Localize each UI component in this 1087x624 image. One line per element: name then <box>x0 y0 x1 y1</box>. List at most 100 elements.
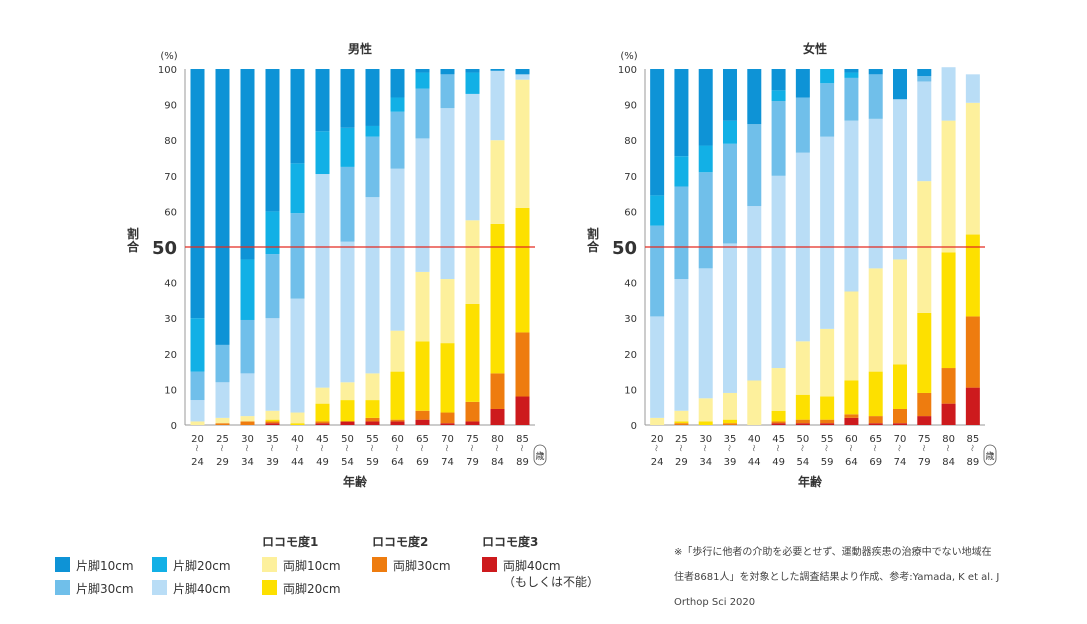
male-x-tick-end: 54 <box>341 457 354 468</box>
male-bar-segment <box>440 423 455 425</box>
female-bar-segment <box>674 423 689 425</box>
male-y-tick-70: 70 <box>164 172 177 183</box>
female-bar-segment <box>965 102 980 235</box>
female-x-tick-end: 69 <box>869 457 882 468</box>
female-bar-segment <box>844 417 859 425</box>
female-bar-segment <box>723 392 737 420</box>
male-x-tick-start: 30 <box>241 434 254 445</box>
female-bar-segment <box>747 380 762 425</box>
male-bar-segment <box>190 400 205 422</box>
male-bar-segment <box>465 93 480 221</box>
male-x-tick-start: 70 <box>441 434 454 445</box>
female-bar-segment <box>771 175 786 369</box>
male-bar-segment <box>190 318 205 372</box>
male-x-tick-end: 84 <box>491 457 504 468</box>
female-bar-segment <box>820 328 835 397</box>
female-bar-segment <box>723 419 737 424</box>
female-bar-segment <box>868 118 883 269</box>
female-y-label: 割合 <box>587 226 600 254</box>
female-x-tick-end: 89 <box>966 457 979 468</box>
male-x-tick-end: 69 <box>416 457 429 468</box>
female-x-tick-start: 45 <box>772 434 785 445</box>
female-bar-segment <box>893 408 907 424</box>
female-x-tick-tilde: 〜 <box>749 445 757 452</box>
female-bar-segment <box>917 76 932 82</box>
male-bar-segment <box>415 341 430 411</box>
female-x-tick-start: 85 <box>966 434 979 445</box>
female-bar-segment <box>723 143 737 244</box>
male-x-tick-end: 29 <box>216 457 229 468</box>
male-bar-segment <box>465 69 480 73</box>
male-bar-segment <box>515 79 530 208</box>
male-x-tick-end: 74 <box>441 457 454 468</box>
female-x-tick-tilde: 〜 <box>871 445 879 452</box>
female-x-tick-start: 40 <box>748 434 761 445</box>
male-bar-segment <box>290 423 305 425</box>
source-note-line-3: Orthop Sci 2020 <box>674 597 756 608</box>
female-y-tick-30: 30 <box>624 314 637 325</box>
female-bar-segment <box>771 101 786 176</box>
male-bar-segment <box>465 303 480 402</box>
female-y-tick-90: 90 <box>624 101 637 112</box>
female-x-tick-tilde: 〜 <box>822 445 830 452</box>
female-bar-segment <box>965 387 980 425</box>
male-x-tick-tilde: 〜 <box>343 445 351 452</box>
female-chart-title: 女性 <box>803 41 827 56</box>
female-x-tick-start: 20 <box>651 434 664 445</box>
male-x-tick-start: 20 <box>191 434 204 445</box>
male-bar-segment <box>290 298 305 413</box>
female-bar-segment <box>650 225 665 317</box>
female-bar-segment <box>674 421 689 424</box>
female-bar-segment <box>723 243 737 393</box>
female-bar-segment <box>917 416 932 425</box>
female-bar-segment <box>868 74 883 119</box>
female-bar-segment <box>674 410 689 422</box>
male-bar-segment <box>515 396 530 425</box>
female-bar-segment <box>941 368 956 404</box>
legend-label-two-leg-20: 両脚20cm <box>283 582 341 596</box>
female-x-tick-end: 39 <box>724 457 737 468</box>
legend-swatch-two-leg-10 <box>262 557 277 572</box>
male-bar-segment <box>365 125 380 137</box>
male-x-tick-start: 85 <box>516 434 529 445</box>
female-bar-segment <box>820 423 835 425</box>
male-x-tick-tilde: 〜 <box>493 445 501 452</box>
female-bar-80-84 <box>941 67 956 425</box>
female-bar-segment <box>917 81 932 182</box>
female-bar-segment <box>844 414 859 418</box>
female-bar-segment <box>844 69 859 73</box>
male-reference-label: 50 <box>152 238 177 259</box>
male-bar-segment <box>515 74 530 80</box>
female-x-tick-start: 60 <box>845 434 858 445</box>
female-bar-segment <box>893 423 907 425</box>
male-x-tick-start: 55 <box>366 434 379 445</box>
male-y-tick-0: 0 <box>171 421 177 432</box>
male-y-tick-60: 60 <box>164 207 177 218</box>
female-bar-segment <box>723 423 737 425</box>
female-bar-segment <box>844 380 859 415</box>
female-bar-25-29 <box>674 69 689 425</box>
male-bar-segment <box>390 421 405 425</box>
female-bar-segment <box>917 312 932 393</box>
male-bar-segment <box>490 373 505 409</box>
male-bar-segment <box>315 131 330 175</box>
male-x-tick-tilde: 〜 <box>293 445 301 452</box>
male-bar-75-79 <box>465 69 480 425</box>
male-x-tick-end: 49 <box>316 457 329 468</box>
female-bar-segment <box>917 69 932 77</box>
male-x-tick-tilde: 〜 <box>193 445 201 452</box>
male-bar-segment <box>340 69 355 128</box>
female-x-label: 年齢 <box>798 474 823 489</box>
female-bar-segment <box>723 120 737 144</box>
male-bar-segment <box>215 344 230 383</box>
male-x-tick-start: 40 <box>291 434 304 445</box>
male-bar-segment <box>440 343 455 413</box>
male-y-unit: (%) <box>160 51 177 62</box>
male-bar-segment <box>365 417 380 422</box>
male-bar-segment <box>340 241 355 383</box>
legend-label-two-leg-40-note: （もしくは不能） <box>503 575 600 589</box>
female-bar-segment <box>698 69 713 146</box>
male-bar-segment <box>365 421 380 425</box>
female-bar-segment <box>771 423 786 425</box>
